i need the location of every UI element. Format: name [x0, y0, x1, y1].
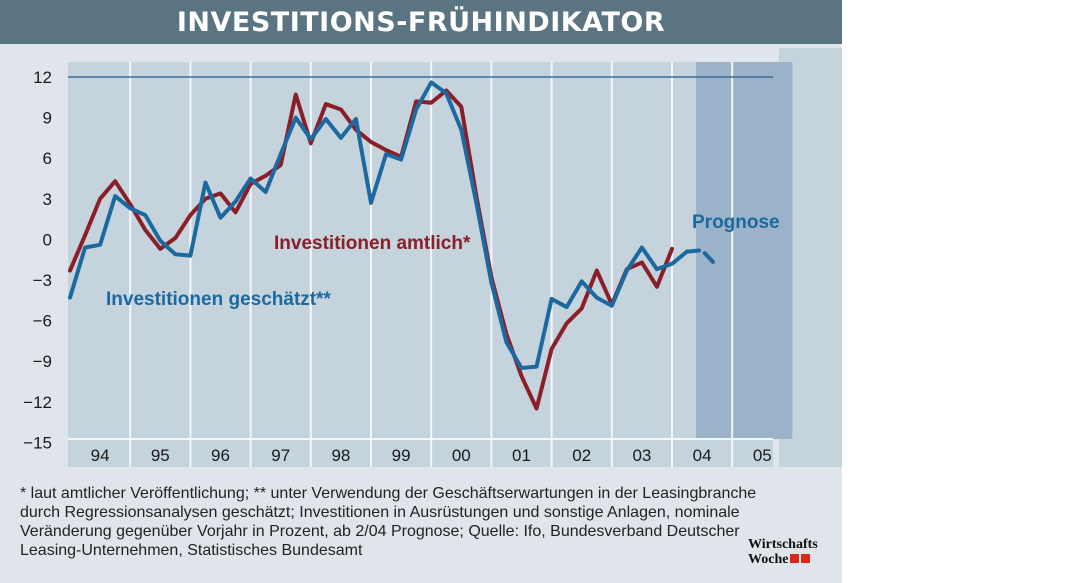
y-tick-label: −3: [33, 271, 52, 290]
forecast-label: Prognose: [692, 212, 780, 233]
y-tick-label: −15: [23, 433, 52, 452]
x-tick-label: 94: [91, 446, 110, 465]
forecast-band-1: [696, 62, 733, 439]
logo-text-1: Wirtschafts: [748, 537, 818, 552]
x-tick-label: 98: [331, 446, 350, 465]
x-tick-label: 02: [572, 446, 591, 465]
logo-red-square: [790, 554, 800, 563]
forecast-band-2: [732, 62, 793, 439]
x-tick-label: 05: [753, 446, 772, 465]
y-tick-label: −6: [33, 312, 52, 331]
footnote: * laut amtlicher Veröffentlichung; ** un…: [20, 485, 757, 559]
y-tick-label: 3: [43, 190, 52, 209]
y-tick-label: 12: [33, 68, 52, 87]
chart-title: INVESTITIONS-FRÜHINDIKATOR: [176, 6, 666, 38]
y-tick-label: 9: [43, 109, 52, 128]
x-tick-label: 95: [151, 446, 170, 465]
y-tick-label: −9: [33, 352, 52, 371]
logo-text-2: Woche: [748, 552, 789, 567]
x-tick-label: 01: [512, 446, 531, 465]
y-tick-label: 6: [43, 149, 52, 168]
series-forecast-line-2: [685, 248, 720, 269]
x-tick-label: 03: [632, 446, 651, 465]
title-bar: INVESTITIONS-FRÜHINDIKATOR: [0, 0, 842, 44]
series-label-geschaetzt: Investitionen geschätzt**: [106, 289, 331, 310]
x-tick-label: 96: [211, 446, 230, 465]
y-tick-label: 0: [43, 230, 52, 249]
logo-line-2: Woche: [748, 552, 824, 567]
x-tick-label: 04: [693, 446, 712, 465]
logo-line-1: Wirtschafts: [748, 537, 824, 552]
series-label-amtlich: Investitionen amtlich*: [274, 233, 471, 254]
logo-red-square-2: [801, 554, 811, 563]
x-tick-label: 99: [392, 446, 411, 465]
series-line-2: [68, 80, 690, 370]
x-tick-label: 00: [452, 446, 471, 465]
x-tick-label: 97: [271, 446, 290, 465]
series-line-1: [68, 88, 674, 411]
y-tick-label: −12: [23, 393, 52, 412]
wirtschaftswoche-logo: Wirtschafts Woche: [748, 537, 824, 569]
